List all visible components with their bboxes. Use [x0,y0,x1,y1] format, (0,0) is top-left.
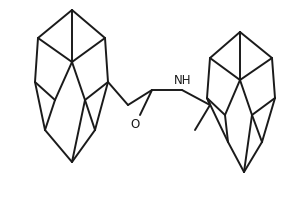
Text: NH: NH [174,73,192,87]
Text: O: O [130,118,140,131]
